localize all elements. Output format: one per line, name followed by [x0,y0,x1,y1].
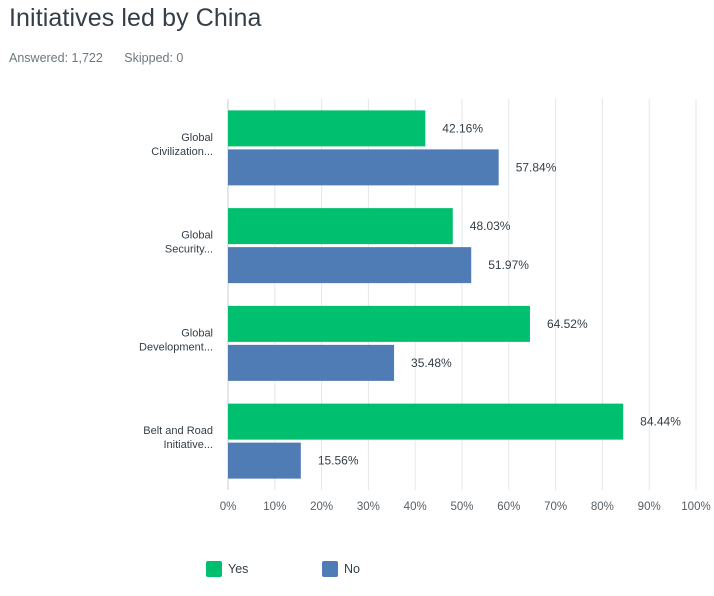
x-tick-label: 0% [220,501,237,513]
category-label: Global [181,327,213,339]
category-label: Global [181,132,213,144]
legend-swatch-no [322,561,338,577]
category-label: Civilization... [151,146,213,158]
response-stats: Answered: 1,722 Skipped: 0 [9,51,201,65]
bar-no-1 [228,247,472,284]
skipped-count: Skipped: 0 [124,51,184,65]
data-label: 57.84% [516,160,557,174]
data-label: 35.48% [411,356,452,370]
legend-swatch-yes [206,561,222,577]
x-tick-label: 30% [357,501,380,513]
data-label: 84.44% [640,415,681,429]
x-tick-label: 60% [497,501,520,513]
legend-label-yes: Yes [228,562,249,576]
legend-item-yes[interactable]: Yes [206,561,248,577]
x-tick-label: 10% [263,501,286,513]
bar-yes-1 [228,208,453,245]
category-label: Initiative... [163,439,213,451]
x-tick-label: 20% [310,501,333,513]
data-label: 42.16% [442,121,483,135]
bar-chart: 0% 10% 20% 30% 40% 50% 60% 70% 80% 90% 100% 42.16% 5… [139,99,711,513]
page-title: Initiatives led by China [9,4,262,32]
category-label: Security... [165,244,213,256]
bar-no-3 [228,442,301,479]
legend-item-no[interactable]: No [322,561,360,577]
x-tick-label: 50% [450,501,473,513]
legend-label-no: No [344,562,360,576]
data-label: 48.03% [470,219,511,233]
bar-yes-0 [228,110,426,147]
data-label: 15.56% [318,454,359,468]
x-tick-label: 90% [638,501,661,513]
x-tick-label: 70% [544,501,567,513]
bar-no-2 [228,344,395,381]
category-label: Development... [139,341,213,353]
bar-yes-2 [228,305,530,342]
chart-legend: Yes No [0,561,714,581]
bar-yes-3 [228,403,624,440]
category-label: Global [181,230,213,242]
category-label: Belt and Road [143,425,213,437]
x-tick-label: 100% [681,501,710,513]
bar-no-0 [228,149,499,186]
data-label: 51.97% [488,258,529,272]
data-label: 64.52% [547,317,588,331]
x-tick-label: 40% [404,501,427,513]
x-tick-label: 80% [591,501,614,513]
answered-count: Answered: 1,722 [9,51,103,65]
